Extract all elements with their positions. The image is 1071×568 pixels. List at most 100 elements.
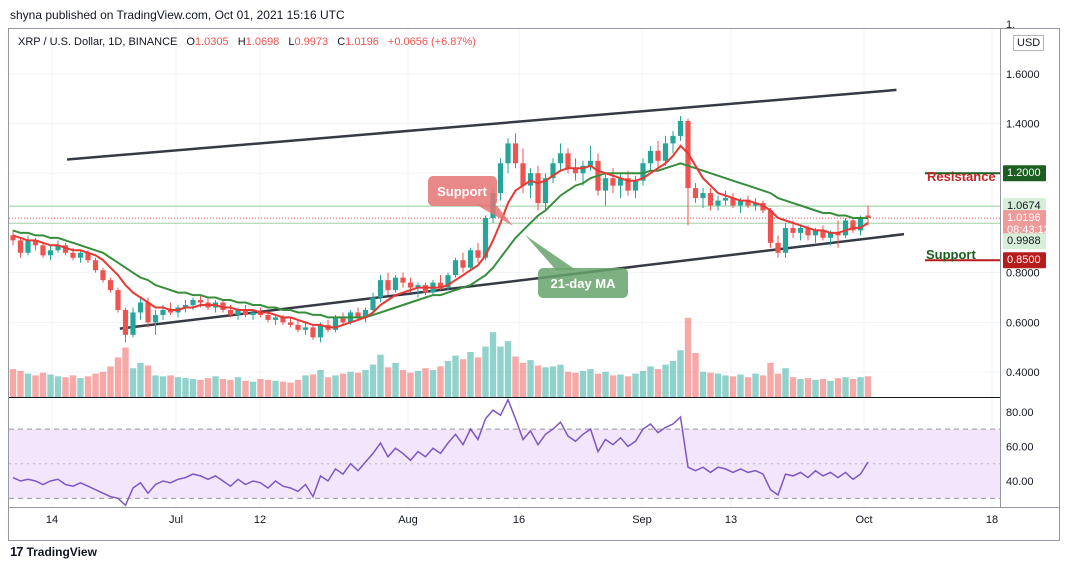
candle-body bbox=[760, 203, 766, 211]
volume-bar bbox=[774, 373, 782, 397]
open-label: O bbox=[186, 36, 195, 48]
upper-level-tag-text: 1.0674 bbox=[1007, 200, 1041, 212]
volume-bar bbox=[729, 376, 737, 397]
volume-bar bbox=[47, 374, 54, 397]
footer: 17 TradingView bbox=[10, 544, 97, 559]
candle-body bbox=[707, 193, 714, 206]
candle-body bbox=[250, 312, 256, 315]
candle-body bbox=[587, 160, 594, 166]
candle-body bbox=[790, 227, 796, 233]
volume-bar bbox=[99, 371, 107, 397]
volume-bar bbox=[767, 362, 774, 397]
time-tick: Sep bbox=[632, 514, 652, 526]
volume-bar bbox=[122, 347, 129, 397]
candle-body bbox=[92, 260, 99, 271]
candle-body bbox=[617, 178, 624, 186]
candle-body bbox=[722, 198, 729, 201]
volume-bar bbox=[422, 368, 429, 397]
lower-level-tag bbox=[1003, 233, 1046, 250]
volume-bar bbox=[264, 379, 272, 397]
volume-bar bbox=[827, 380, 834, 397]
volume-bar bbox=[159, 376, 167, 397]
candle-body bbox=[520, 163, 526, 186]
candle-body bbox=[550, 163, 556, 179]
low-label: L bbox=[288, 36, 295, 48]
candle-body bbox=[730, 198, 736, 206]
volume-bar bbox=[572, 372, 579, 397]
support-bubble bbox=[428, 176, 497, 206]
volume-bar bbox=[272, 380, 279, 397]
volume-bar bbox=[414, 370, 422, 397]
volume-bar bbox=[429, 370, 437, 397]
candle-body bbox=[385, 280, 391, 291]
candle-body bbox=[452, 260, 459, 276]
candle-body bbox=[70, 252, 76, 258]
candle-body bbox=[17, 240, 24, 253]
candle-body bbox=[752, 203, 759, 206]
volume-bar bbox=[174, 377, 182, 397]
volume-bar bbox=[812, 379, 819, 397]
candle-body bbox=[497, 163, 504, 194]
candle-body bbox=[865, 215, 871, 218]
volume-bar bbox=[849, 379, 857, 397]
volume-bar bbox=[62, 377, 69, 397]
volume-bar bbox=[662, 364, 669, 397]
candle-body bbox=[257, 312, 264, 315]
time-tick: 12 bbox=[254, 514, 266, 526]
candle-body bbox=[280, 317, 286, 323]
footer-brand[interactable]: TradingView bbox=[26, 544, 97, 559]
upper-channel-line bbox=[66, 88, 897, 161]
support-label: Support bbox=[926, 247, 976, 262]
time-tick: Aug bbox=[398, 514, 418, 526]
volume-bar bbox=[819, 379, 827, 397]
high-value: 1.0698 bbox=[245, 36, 280, 48]
currency-button[interactable]: USD bbox=[1013, 35, 1045, 51]
volume-bar bbox=[362, 370, 369, 397]
candle-body bbox=[632, 180, 639, 191]
support-tag-text: 0.8500 bbox=[1007, 254, 1041, 266]
tradingview-logo-icon: 17 bbox=[10, 544, 24, 559]
volume-bar bbox=[9, 369, 17, 397]
volume-bar bbox=[594, 373, 602, 397]
volume-bar bbox=[497, 346, 504, 397]
candle-body bbox=[700, 193, 706, 199]
candle-body bbox=[857, 217, 864, 231]
volume-bar bbox=[92, 373, 99, 397]
volume-bar bbox=[737, 374, 744, 397]
volume-bar bbox=[227, 379, 234, 397]
volume-bar bbox=[69, 375, 77, 397]
volume-bar bbox=[114, 357, 122, 397]
volume-bar bbox=[407, 372, 414, 397]
candle-body bbox=[340, 317, 346, 323]
rsi-panel bbox=[9, 397, 1000, 507]
volume-bar bbox=[654, 369, 662, 397]
candle-body bbox=[835, 232, 841, 236]
candle-body bbox=[160, 309, 166, 315]
volume-bar bbox=[107, 366, 114, 397]
volume-bar bbox=[834, 378, 842, 397]
price-tick: 1.4000 bbox=[1006, 118, 1040, 130]
candle-body bbox=[505, 143, 511, 164]
volume-bar bbox=[287, 382, 294, 397]
candle-body bbox=[332, 317, 339, 330]
volume-bar bbox=[152, 375, 159, 397]
volume-bar bbox=[557, 364, 564, 397]
candle-body bbox=[62, 245, 69, 253]
volume-bar bbox=[534, 365, 542, 397]
resistance-tag bbox=[1003, 165, 1046, 182]
candle-body bbox=[77, 252, 84, 258]
chart-frame[interactable] bbox=[8, 28, 1060, 541]
volume-bar bbox=[677, 350, 684, 397]
volume-bar bbox=[804, 378, 812, 397]
volume-bar bbox=[459, 359, 467, 397]
volume-bar bbox=[669, 361, 677, 397]
ma-slow-line bbox=[12, 162, 868, 319]
time-tick: 16 bbox=[513, 514, 525, 526]
open-value: 1.0305 bbox=[194, 36, 229, 48]
candle-body bbox=[715, 200, 721, 206]
volume-bar bbox=[392, 362, 399, 397]
annotations: Support 21-day MA Resistance Support bbox=[428, 169, 996, 298]
candle-body bbox=[662, 143, 669, 161]
candle-body bbox=[527, 173, 534, 186]
